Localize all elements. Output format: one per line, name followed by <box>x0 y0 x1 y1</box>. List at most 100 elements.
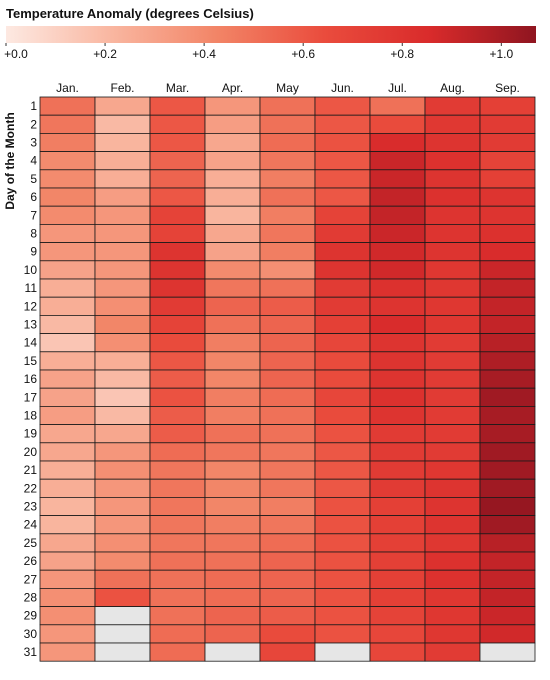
heatmap-cell <box>204 642 261 662</box>
heatmap-cell <box>94 387 151 407</box>
heatmap-cell <box>149 296 206 316</box>
heatmap-cell <box>369 460 426 480</box>
heatmap-cells <box>39 96 536 662</box>
heatmap-cell <box>204 205 261 225</box>
heatmap-cell <box>479 223 536 243</box>
heatmap-cell <box>94 187 151 207</box>
heatmap-cell <box>314 278 371 298</box>
heatmap-cell <box>94 296 151 316</box>
heatmap-cell <box>369 223 426 243</box>
heatmap-cell <box>479 96 536 116</box>
heatmap-cell <box>369 588 426 608</box>
heatmap-cell <box>149 114 206 134</box>
heatmap-cell <box>479 387 536 407</box>
heatmap-cell <box>259 569 316 589</box>
heatmap-cell <box>94 169 151 189</box>
heatmap-cell <box>424 606 481 626</box>
heatmap-cell <box>149 187 206 207</box>
heatmap-cell <box>39 223 96 243</box>
heatmap-cell <box>479 132 536 152</box>
heatmap-cell <box>94 314 151 334</box>
heatmap-cell <box>369 369 426 389</box>
heatmap-cell <box>479 496 536 516</box>
heatmap-cell <box>369 351 426 371</box>
heatmap-cell <box>424 496 481 516</box>
heatmap-cell <box>149 460 206 480</box>
heatmap-cell <box>39 260 96 280</box>
heatmap-cell <box>39 551 96 571</box>
heatmap-cell <box>149 551 206 571</box>
heatmap-cell <box>424 260 481 280</box>
heatmap-cell <box>39 606 96 626</box>
colorbar <box>6 26 536 43</box>
heatmap-cell <box>479 442 536 462</box>
heatmap-cell <box>314 169 371 189</box>
heatmap-cell <box>94 533 151 553</box>
heatmap-cell <box>204 278 261 298</box>
heatmap-cell <box>424 624 481 644</box>
heatmap-cell <box>39 496 96 516</box>
heatmap-cell <box>204 569 261 589</box>
heatmap-cell <box>479 242 536 262</box>
heatmap-cell <box>94 478 151 498</box>
colorbar-tick-label: +0.0 <box>4 47 28 61</box>
heatmap-cell <box>259 314 316 334</box>
heatmap-cell <box>424 205 481 225</box>
heatmap-cell <box>149 333 206 353</box>
day-label: 16 <box>24 372 38 386</box>
heatmap-cell <box>479 624 536 644</box>
chart-title: Temperature Anomaly (degrees Celsius) <box>6 6 254 21</box>
heatmap-cell <box>94 260 151 280</box>
heatmap-cell <box>479 369 536 389</box>
heatmap-cell <box>149 351 206 371</box>
heatmap-cell <box>314 314 371 334</box>
heatmap-cell <box>39 478 96 498</box>
heatmap-cell <box>259 496 316 516</box>
heatmap-cell <box>424 515 481 535</box>
heatmap-cell <box>94 515 151 535</box>
heatmap-cell <box>314 551 371 571</box>
day-label: 1 <box>30 99 37 113</box>
heatmap-cell <box>314 369 371 389</box>
colorbar-tick-label: +1.0 <box>489 47 513 61</box>
heatmap-cell <box>479 424 536 444</box>
heatmap-cell <box>424 424 481 444</box>
heatmap-cell <box>259 205 316 225</box>
heatmap-cell <box>149 132 206 152</box>
heatmap-cell <box>39 114 96 134</box>
heatmap-cell <box>39 187 96 207</box>
heatmap-cell <box>149 569 206 589</box>
heatmap-cell <box>259 515 316 535</box>
heatmap-cell <box>424 96 481 116</box>
heatmap-cell <box>149 205 206 225</box>
colorbar-tick-label: +0.2 <box>93 47 117 61</box>
heatmap-cell <box>39 296 96 316</box>
heatmap-cell <box>39 333 96 353</box>
day-label: 8 <box>30 227 37 241</box>
heatmap-cell <box>39 533 96 553</box>
heatmap-cell <box>204 387 261 407</box>
heatmap-cell <box>204 351 261 371</box>
heatmap-cell <box>204 606 261 626</box>
heatmap-cell <box>259 187 316 207</box>
heatmap-cell <box>479 151 536 171</box>
colorbar-ticks: +0.0 +0.2 +0.4 +0.6 +0.8 +1.0 <box>4 43 513 61</box>
heatmap-cell <box>204 496 261 516</box>
heatmap-cell <box>94 351 151 371</box>
heatmap-cell <box>259 387 316 407</box>
heatmap-cell <box>369 515 426 535</box>
heatmap-cell <box>259 478 316 498</box>
heatmap-cell <box>479 588 536 608</box>
heatmap-cell <box>39 132 96 152</box>
heatmap-cell <box>39 96 96 116</box>
heatmap-cell <box>259 533 316 553</box>
heatmap-cell <box>204 151 261 171</box>
heatmap-cell <box>149 278 206 298</box>
heatmap-cell <box>204 369 261 389</box>
heatmap-cell <box>149 442 206 462</box>
heatmap-cell <box>424 169 481 189</box>
heatmap-cell <box>149 369 206 389</box>
month-label: Aug. <box>440 81 465 95</box>
heatmap-cell <box>314 132 371 152</box>
heatmap-cell <box>94 460 151 480</box>
